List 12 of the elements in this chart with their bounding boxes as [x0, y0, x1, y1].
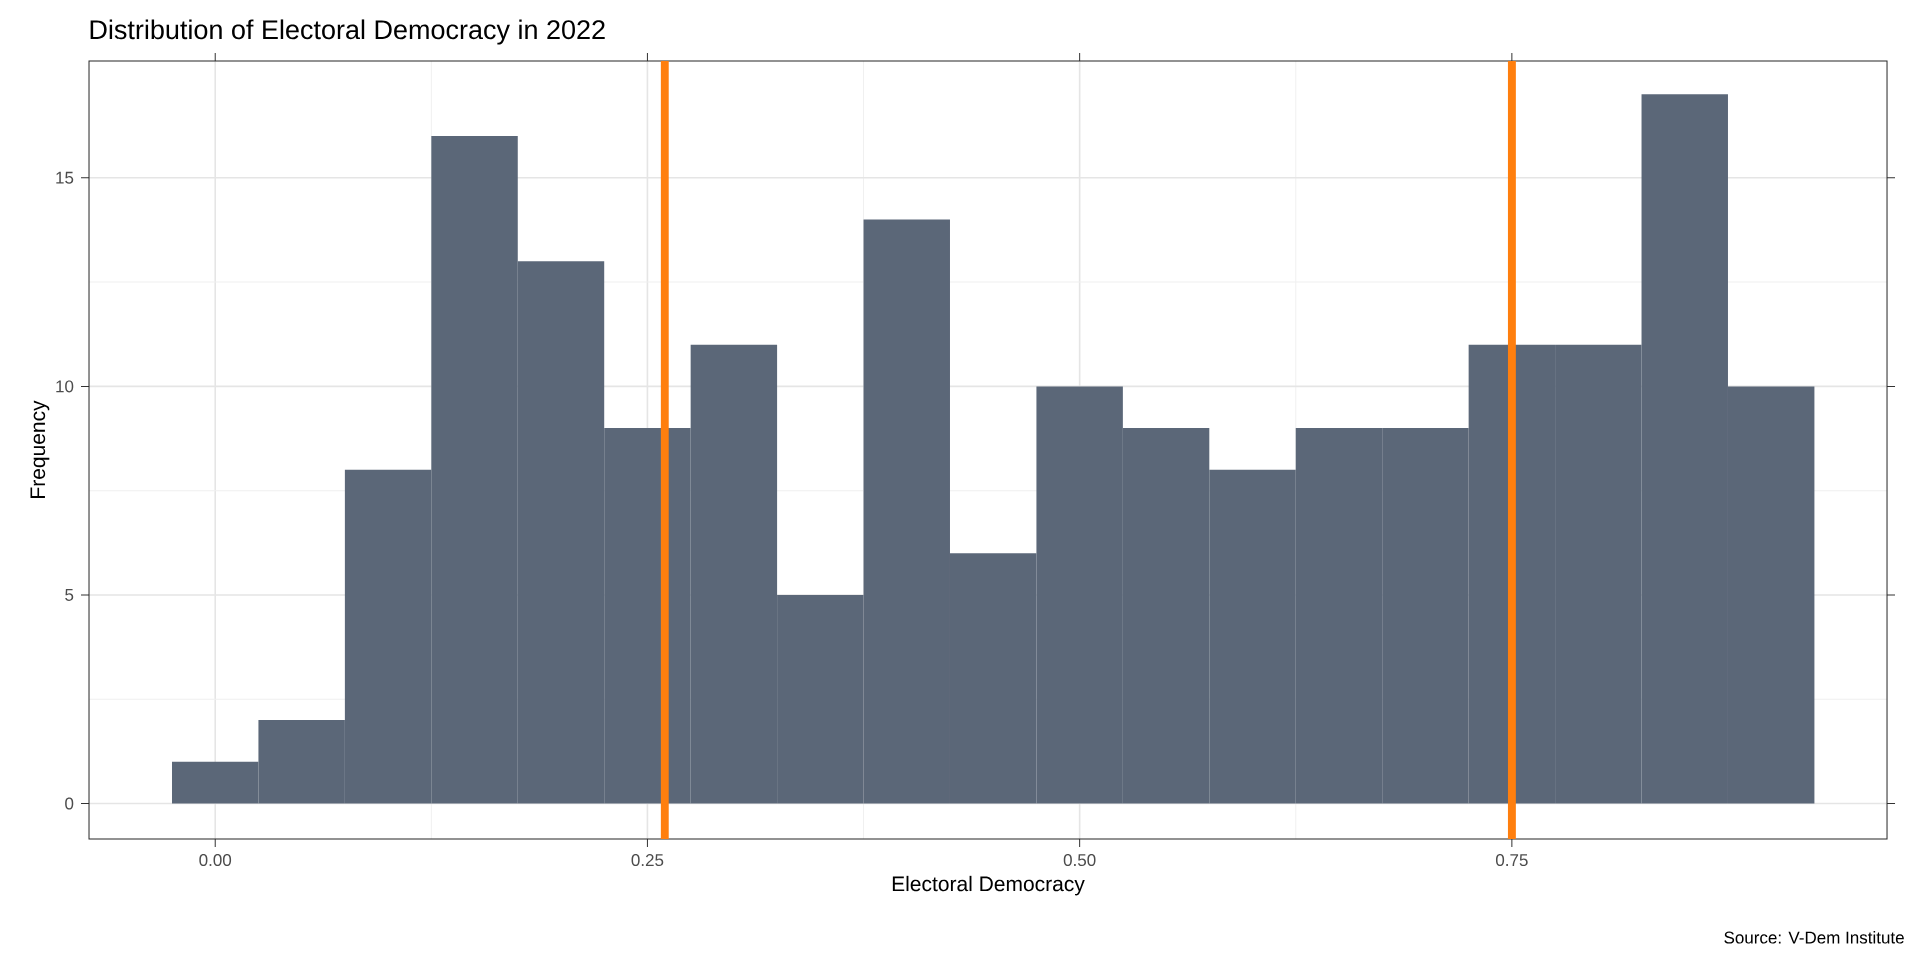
y-tick-label: 10 [56, 380, 74, 393]
x-axis-title: Electoral Democracy [892, 875, 1085, 896]
chart-title: Distribution of Electoral Democracy in 2022 [90, 19, 605, 45]
y-tick-label: 0 [65, 797, 74, 810]
x-tick-label: 0.50 [1063, 854, 1096, 867]
x-tick-label: 0.00 [199, 854, 232, 867]
y-tick-label: 15 [56, 171, 74, 184]
y-tick-label: 5 [65, 589, 74, 601]
x-tick-label: 0.75 [1495, 854, 1528, 867]
source-note: Source: V-Dem Institute [1724, 931, 1904, 944]
x-tick-label: 0.25 [631, 854, 664, 867]
y-axis-title: Frequency [30, 400, 50, 498]
